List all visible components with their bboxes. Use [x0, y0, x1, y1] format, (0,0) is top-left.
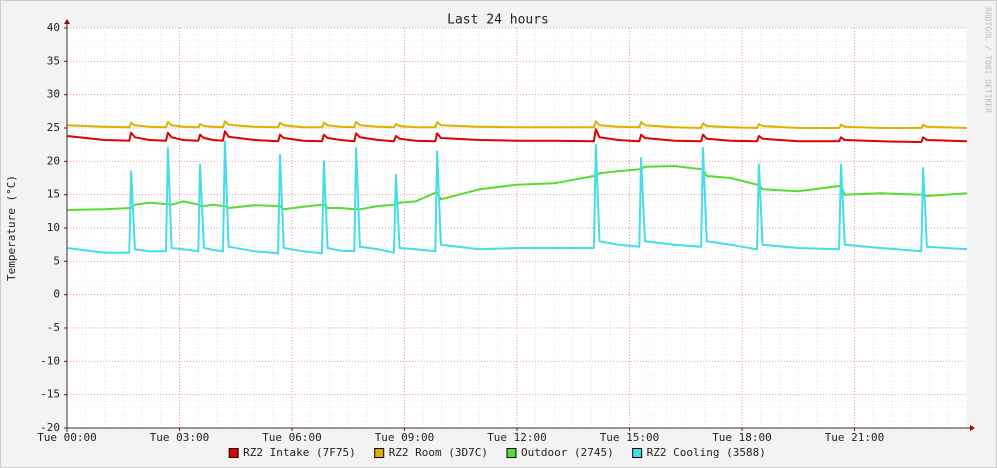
x-tick-label: Tue 00:00 [37, 431, 97, 444]
y-tick-label: -15 [40, 388, 60, 401]
x-tick-label: Tue 21:00 [825, 431, 885, 444]
legend-swatch [228, 448, 239, 458]
y-tick-label: 30 [47, 88, 60, 101]
legend-swatch [374, 448, 385, 458]
legend-label: RZ2 Cooling (3588) [647, 446, 766, 459]
y-arrow [64, 19, 70, 24]
y-tick-label: -10 [40, 354, 60, 367]
legend-label: RZ2 Intake (7F75) [243, 446, 356, 459]
y-tick-label: 25 [47, 121, 60, 134]
y-tick-label: -20 [40, 421, 60, 434]
y-tick-label: 40 [47, 21, 60, 34]
y-tick-label: 10 [47, 221, 60, 234]
x-arrow [970, 425, 975, 431]
legend-swatch [506, 448, 517, 458]
legend-label: RZ2 Room (3D7C) [389, 446, 488, 459]
x-tick-label: Tue 18:00 [712, 431, 772, 444]
y-axis-label: Temperature (°C) [5, 175, 18, 281]
y-tick-label: 15 [47, 188, 60, 201]
y-tick-label: -5 [47, 321, 60, 334]
series-line [66, 128, 968, 143]
x-tick-label: Tue 09:00 [375, 431, 435, 444]
y-tick-label: 35 [47, 54, 60, 67]
x-tick-label: Tue 06:00 [262, 431, 322, 444]
legend-label: Outdoor (2745) [521, 446, 614, 459]
series-line [66, 120, 968, 129]
y-tick-label: 0 [53, 288, 60, 301]
chart-title: Last 24 hours [447, 13, 549, 28]
watermark: RRDTOOL / TOBI OETIKER [984, 7, 993, 113]
y-tick-label: 5 [53, 254, 60, 267]
y-tick-label: 20 [47, 154, 60, 167]
legend-swatch [632, 448, 643, 458]
x-tick-label: Tue 12:00 [487, 431, 547, 444]
x-tick-label: Tue 15:00 [600, 431, 660, 444]
series-line [66, 140, 968, 255]
x-tick-label: Tue 03:00 [150, 431, 210, 444]
